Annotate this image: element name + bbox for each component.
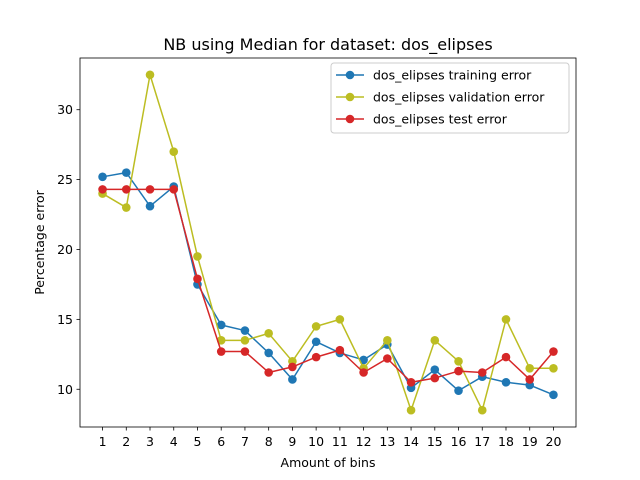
data-point [145, 70, 155, 80]
data-point [288, 362, 297, 372]
data-point [311, 352, 321, 362]
data-point [145, 201, 155, 211]
data-point [454, 357, 463, 366]
x-tick-label: 8 [265, 434, 273, 449]
data-point [335, 345, 345, 355]
data-point [549, 390, 558, 400]
x-tick-label: 16 [451, 434, 467, 449]
data-point [477, 368, 487, 377]
y-tick-label: 25 [57, 172, 73, 187]
data-point [311, 337, 321, 347]
chart-title: NB using Median for dataset: dos_elipses [163, 35, 492, 55]
y-tick-label: 30 [57, 102, 73, 117]
x-tick-label: 14 [403, 434, 419, 449]
data-point [311, 322, 321, 331]
data-point [501, 352, 511, 362]
series-2 [98, 70, 558, 415]
data-point [335, 315, 345, 324]
data-point [288, 375, 297, 384]
x-tick-label: 10 [308, 434, 324, 449]
data-point [549, 363, 558, 373]
series-3 [98, 185, 558, 387]
x-axis-label: Amount of bins [281, 455, 376, 470]
legend-marker [345, 70, 355, 80]
data-point [169, 147, 179, 156]
x-tick-label: 20 [546, 434, 562, 449]
x-tick-label: 18 [498, 434, 514, 449]
data-point [121, 185, 131, 194]
data-point [549, 347, 558, 356]
x-tick-label: 2 [122, 434, 130, 449]
data-point [454, 386, 463, 395]
x-tick-label: 6 [217, 434, 225, 449]
legend-item: dos_elipses training error [336, 68, 532, 83]
data-point [264, 348, 273, 358]
data-point [383, 336, 392, 345]
legend-label: dos_elipses training error [373, 68, 532, 83]
data-point [406, 405, 416, 415]
series-layer [98, 70, 558, 415]
y-axis: 10 15 20 25 30 [57, 102, 80, 397]
legend-item: dos_elipses test error [336, 112, 508, 127]
data-point [216, 320, 226, 330]
data-point [454, 366, 463, 376]
y-tick-label: 15 [57, 312, 73, 327]
data-point [501, 315, 511, 324]
data-point [359, 355, 368, 365]
data-point [121, 168, 131, 177]
y-axis-label: Percentage error [32, 189, 47, 294]
x-tick-label: 15 [427, 434, 443, 449]
x-tick-label: 1 [99, 434, 107, 449]
x-tick-label: 5 [193, 434, 201, 449]
data-point [216, 347, 226, 356]
data-point [501, 377, 511, 387]
legend-frame [330, 62, 570, 134]
data-point [193, 274, 202, 284]
series-line [102, 74, 554, 411]
data-point [264, 368, 273, 377]
data-point [240, 326, 250, 335]
x-tick-label: 7 [241, 434, 249, 449]
legend-label: dos_elipses validation error [373, 90, 545, 105]
data-point [216, 336, 226, 345]
y-tick-label: 20 [57, 242, 73, 257]
data-point [193, 252, 202, 261]
legend-item: dos_elipses validation error [336, 90, 545, 105]
legend-marker [345, 114, 355, 124]
x-tick-label: 19 [522, 434, 538, 449]
data-point [383, 354, 392, 363]
data-point [430, 365, 440, 374]
data-point [145, 185, 155, 194]
y-tick-label: 10 [57, 382, 73, 397]
data-point [359, 368, 368, 377]
x-tick-label: 17 [474, 434, 490, 449]
x-tick-label: 9 [288, 434, 296, 449]
x-tick-label: 4 [170, 434, 178, 449]
x-tick-label: 3 [146, 434, 154, 449]
data-point [430, 373, 440, 383]
x-axis: 1 2 3 4 5 6 7 8 9 10 11 12 13 14 15 16 17 18 19 20 [99, 427, 562, 449]
plot-frame [79, 57, 577, 428]
data-point [169, 185, 179, 194]
data-point [240, 336, 250, 345]
data-point [240, 347, 250, 356]
x-tick-label: 11 [332, 434, 348, 449]
x-tick-label: 13 [379, 434, 395, 449]
data-point [98, 185, 107, 194]
data-point [525, 375, 535, 384]
data-point [98, 172, 107, 182]
data-point [264, 329, 273, 338]
x-tick-label: 12 [356, 434, 372, 449]
legend: dos_elipses training error dos_elipses va… [330, 62, 570, 134]
data-point [477, 405, 487, 415]
data-point [406, 377, 416, 387]
legend-marker [345, 92, 355, 102]
data-point [121, 203, 131, 212]
legend-label: dos_elipses test error [373, 112, 508, 127]
data-point [430, 336, 440, 345]
data-point [525, 363, 535, 373]
